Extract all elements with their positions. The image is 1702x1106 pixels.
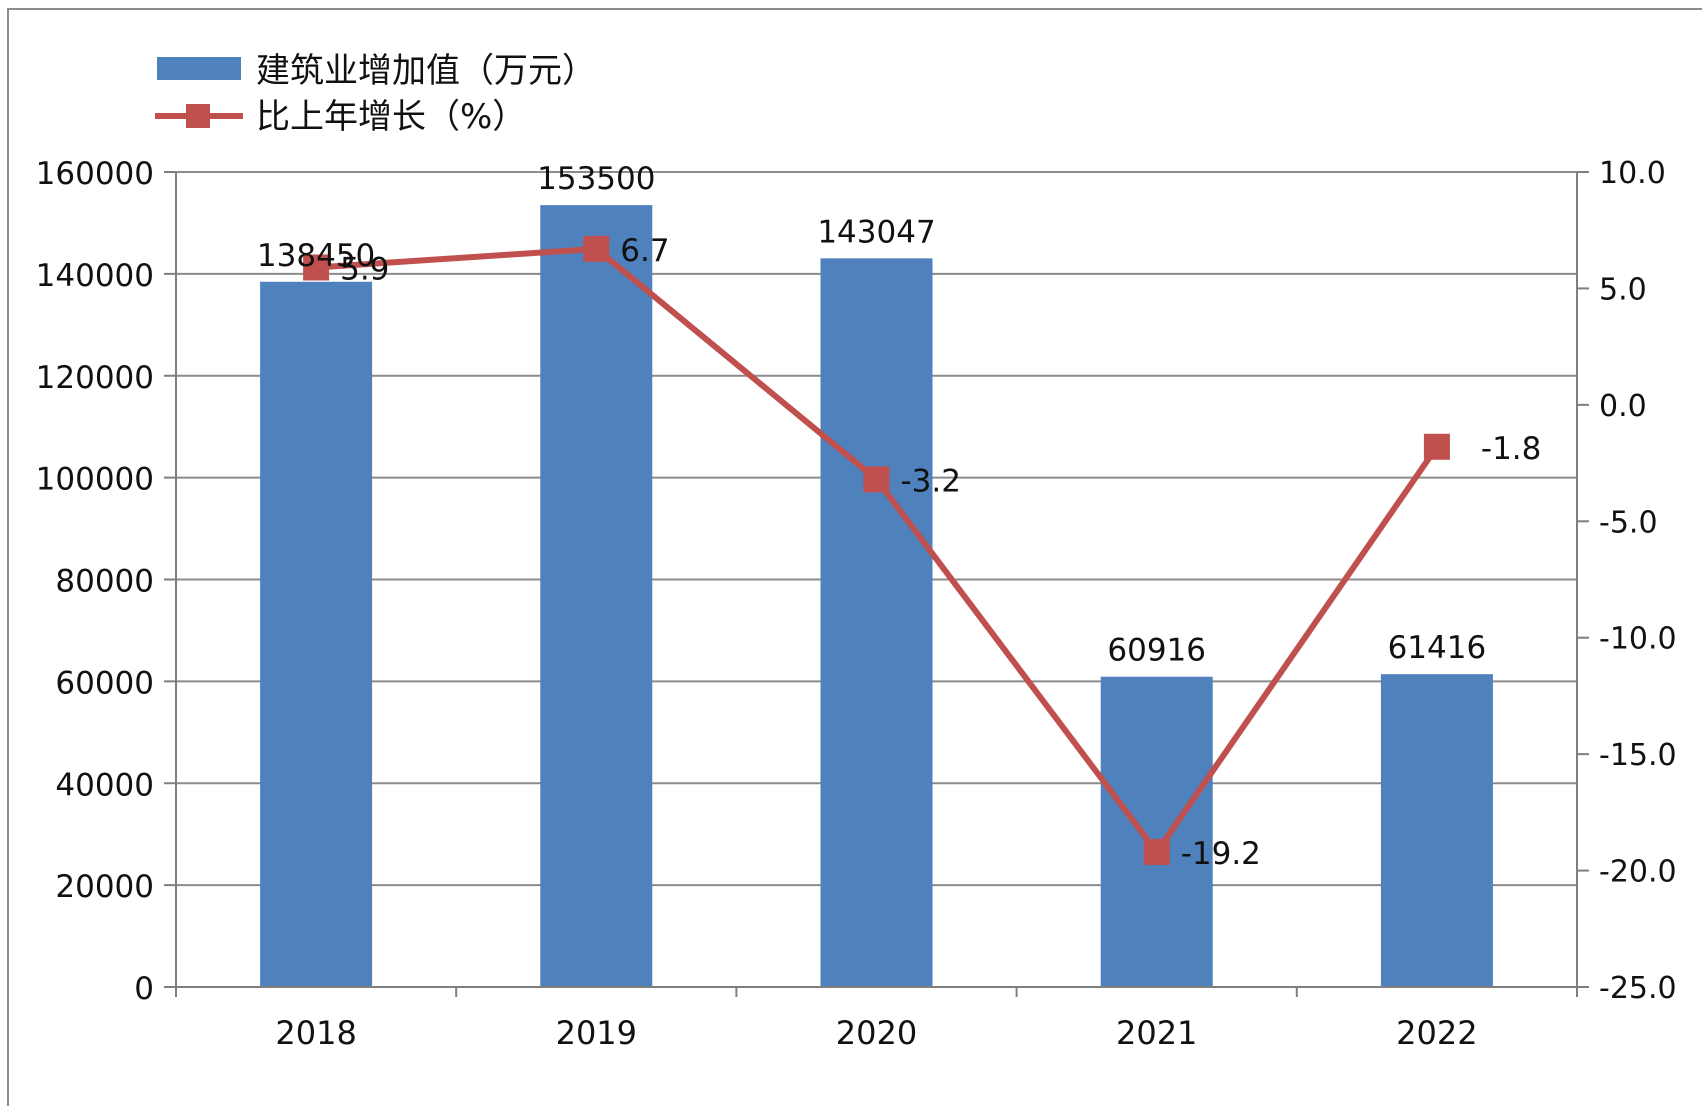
y-left-tick-label: 140000 [36, 258, 154, 294]
line-series [303, 235, 1450, 865]
growth-value-label: 6.7 [620, 233, 669, 269]
growth-value-label: -3.2 [901, 463, 962, 499]
x-tick-label: 2019 [556, 1014, 637, 1052]
bar [540, 205, 653, 987]
y-right-tick-label: 10.0 [1599, 156, 1666, 191]
bar-series [260, 205, 1493, 987]
bar-value-label: 60916 [1107, 633, 1206, 669]
x-tick-label: 2020 [836, 1014, 917, 1052]
y-right-tick-label: -25.0 [1599, 971, 1677, 1006]
y-right-tick-label: -10.0 [1599, 622, 1677, 657]
y-left-tick-label: 80000 [55, 564, 154, 600]
y-right-tick-label: 5.0 [1599, 272, 1647, 307]
bar-value-label: 138450 [257, 238, 375, 274]
legend-bar-swatch [157, 57, 241, 80]
bar [1100, 676, 1213, 987]
y-left-tick-label: 60000 [55, 665, 154, 701]
growth-marker [583, 235, 610, 262]
y-left-tick-label: 160000 [36, 156, 154, 192]
chart-frame [7, 8, 1702, 1106]
bar [820, 258, 933, 987]
bar-value-label: 61416 [1388, 630, 1487, 666]
bar [1380, 674, 1493, 987]
growth-marker [1143, 838, 1170, 865]
legend: 建筑业增加值（万元） 比上年增长（%） [155, 51, 596, 137]
bar [260, 281, 373, 987]
axes: 0 20000 40000 60000 80000 100000 120000 140000 1… [36, 156, 1677, 1052]
y-right-tick-label: -5.0 [1599, 505, 1658, 540]
growth-value-label: 5.9 [340, 251, 389, 287]
y-left-tick-label: 20000 [55, 869, 154, 905]
legend-line-label: 比上年增长（%） [256, 97, 526, 137]
data-labels: 138450 153500 143047 60916 61416 5.9 6.7 -3.2 -1… [257, 161, 1541, 872]
x-tick-label: 2022 [1396, 1014, 1477, 1052]
y-left-tick-label: 40000 [55, 767, 154, 803]
y-left-tick-label: 120000 [36, 360, 154, 396]
bar-value-label: 153500 [537, 161, 655, 197]
growth-value-label: -1.8 [1481, 431, 1542, 467]
growth-marker [303, 254, 330, 281]
legend-line-marker [186, 104, 210, 128]
growth-marker [1423, 433, 1450, 460]
growth-value-label: -19.2 [1181, 836, 1261, 872]
x-tick-label: 2018 [275, 1014, 356, 1052]
y-right-tick-label: -15.0 [1599, 738, 1677, 773]
y-left-tick-label: 100000 [36, 462, 154, 498]
growth-marker [863, 466, 890, 493]
y-left-tick-label: 0 [134, 971, 154, 1007]
y-right-tick-label: -20.0 [1599, 855, 1677, 890]
x-tick-label: 2021 [1116, 1014, 1197, 1052]
legend-bar-label: 建筑业增加值（万元） [256, 51, 596, 91]
bar-value-label: 143047 [817, 214, 935, 250]
y-right-tick-label: 0.0 [1599, 389, 1647, 424]
